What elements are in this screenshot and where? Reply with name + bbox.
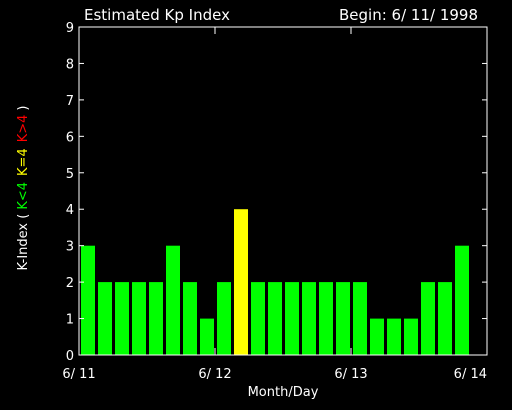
y-axis-label-low: K<4 bbox=[16, 182, 31, 210]
y-tick-label: 7 bbox=[66, 94, 74, 109]
y-tick-label: 6 bbox=[66, 130, 74, 145]
kp-bar bbox=[404, 318, 418, 355]
x-axis: 6/ 11 6/ 12 6/ 13 6/ 14 bbox=[62, 27, 488, 382]
kp-bar bbox=[115, 282, 129, 355]
x-tick-label: 6/ 13 bbox=[334, 367, 367, 382]
chart-title: Estimated Kp Index bbox=[84, 6, 230, 24]
x-tick-label: 6/ 11 bbox=[62, 367, 95, 382]
kp-bar bbox=[353, 282, 367, 355]
kp-bar bbox=[166, 245, 180, 355]
y-axis-label-high: K>4 bbox=[16, 115, 31, 143]
kp-bar bbox=[251, 282, 265, 355]
kp-bar bbox=[336, 282, 350, 355]
kp-bar bbox=[421, 282, 435, 355]
kp-bar bbox=[217, 282, 231, 355]
kp-bar bbox=[387, 318, 401, 355]
y-tick-label: 4 bbox=[66, 203, 74, 218]
y-tick-label: 8 bbox=[66, 57, 74, 72]
y-tick-label: 9 bbox=[66, 21, 74, 36]
kp-bar bbox=[319, 282, 333, 355]
x-tick-label: 6/ 14 bbox=[454, 367, 487, 382]
kp-bar bbox=[455, 245, 469, 355]
bar-series bbox=[81, 209, 469, 355]
y-axis-label: K-Index ( K<4 K=4 K>4) bbox=[16, 105, 31, 270]
y-axis-label-prefix: K-Index ( bbox=[16, 214, 31, 271]
y-tick-label: 5 bbox=[66, 167, 74, 182]
kp-bar bbox=[81, 245, 95, 355]
kp-bar bbox=[302, 282, 316, 355]
kp-bar bbox=[370, 318, 384, 355]
y-tick-label: 3 bbox=[66, 240, 74, 255]
kp-bar bbox=[149, 282, 163, 355]
kp-bar bbox=[200, 318, 214, 355]
kp-bar bbox=[268, 282, 282, 355]
kp-bar bbox=[438, 282, 452, 355]
kp-bar bbox=[183, 282, 197, 355]
begin-date-label: Begin: 6/ 11/ 1998 bbox=[339, 6, 478, 24]
x-axis-label: Month/Day bbox=[248, 385, 319, 400]
kp-bar bbox=[98, 282, 112, 355]
y-axis: 0 1 2 3 4 5 6 7 8 9 bbox=[66, 21, 487, 364]
kp-bar bbox=[234, 209, 248, 355]
y-tick-label: 0 bbox=[66, 349, 74, 364]
kp-bar bbox=[132, 282, 146, 355]
y-axis-label-mid: K=4 bbox=[16, 148, 31, 176]
y-tick-label: 1 bbox=[66, 313, 74, 328]
y-tick-label: 2 bbox=[66, 276, 74, 291]
kp-bar bbox=[285, 282, 299, 355]
y-axis-label-suffix: ) bbox=[16, 105, 31, 110]
x-tick-label: 6/ 12 bbox=[198, 367, 231, 382]
plot-frame bbox=[78, 26, 488, 356]
